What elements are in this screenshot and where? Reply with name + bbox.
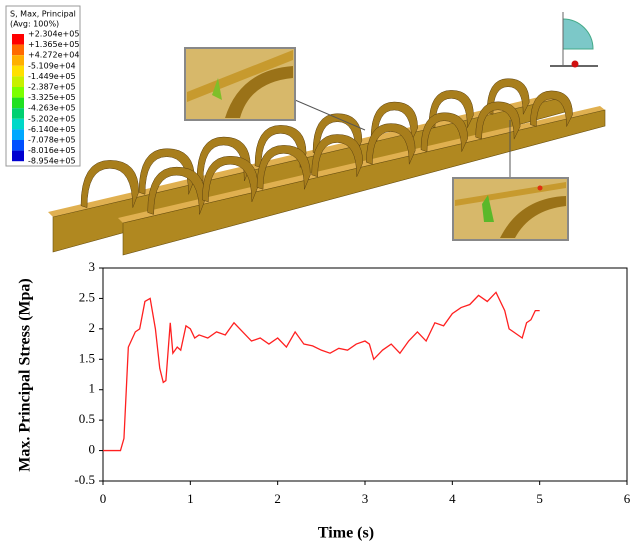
x-tick-label: 1 [187,491,194,506]
plot-frame [103,268,627,481]
legend-label: +1.365e+05 [28,40,79,49]
legend-swatch [12,119,24,130]
triad-origin [572,61,579,68]
y-tick-label: 0 [89,442,96,457]
x-axis-title: Time (s) [318,525,374,542]
x-tick-label: 0 [100,491,107,506]
y-tick-label: 0.5 [79,411,95,426]
contour-legend: S, Max, Principal (Avg: 100%) +2.304e+05… [6,6,80,166]
legend-label: +4.272e+04 [28,51,79,60]
legend-swatch [12,87,24,98]
figure: S, Max, Principal (Avg: 100%) +2.304e+05… [0,0,643,546]
legend-title: S, Max, Principal [10,10,76,19]
inset-hotspot [538,186,543,191]
view-triad [563,19,593,49]
legend-label: -2.387e+05 [28,83,76,92]
legend-label: -6.140e+05 [28,125,76,134]
data-line [103,292,540,450]
y-tick-label: 2.5 [79,289,95,304]
legend-swatch [12,151,24,162]
legend-label: -8.954e+05 [28,157,76,166]
legend-swatch [12,66,24,77]
legend-label: -8.016e+05 [28,146,76,155]
legend-swatch [12,140,24,151]
legend-swatch [12,129,24,140]
y-tick-label: 3 [89,259,96,274]
legend-label: -1.449e+05 [28,72,76,81]
x-tick-label: 2 [274,491,281,506]
y-axis-title: Max. Principal Stress (Mpa) [17,278,34,471]
legend-swatch [12,108,24,119]
legend-swatch [12,45,24,56]
x-tick-label: 6 [624,491,631,506]
legend-swatch [12,98,24,109]
legend-label: -3.325e+05 [28,93,76,102]
legend-swatch [12,76,24,87]
x-tick-label: 3 [362,491,369,506]
legend-label: -7.078e+05 [28,136,76,145]
line-chart: Time (s) Max. Principal Stress (Mpa) -0.… [17,259,631,542]
legend-label: +2.304e+05 [28,30,79,39]
legend-swatch [12,55,24,66]
y-tick-label: -0.5 [74,472,95,487]
legend-subtitle: (Avg: 100%) [10,20,59,29]
legend-label: -5.109e+04 [28,61,76,70]
y-tick-label: 1.5 [79,350,95,365]
y-tick-label: 2 [89,320,96,335]
fea-render [48,12,605,255]
y-tick-label: 1 [89,381,96,396]
legend-label: -5.202e+05 [28,114,76,123]
x-tick-label: 4 [449,491,456,506]
x-tick-label: 5 [536,491,543,506]
legend-label: -4.263e+05 [28,104,76,113]
legend-swatch [12,34,24,45]
callout-line [295,100,365,130]
